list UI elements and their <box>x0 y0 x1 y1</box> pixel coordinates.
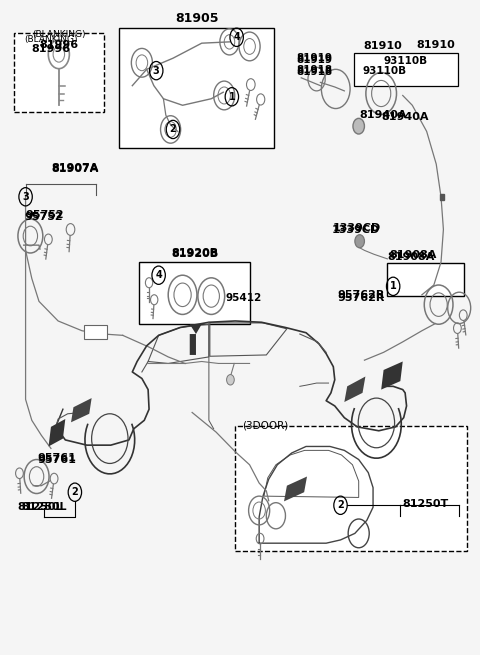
Text: 95762R: 95762R <box>337 290 384 300</box>
Text: 93110B: 93110B <box>362 66 407 76</box>
Text: 95752: 95752 <box>25 210 64 220</box>
Text: 95752: 95752 <box>24 212 63 221</box>
Text: 3: 3 <box>153 66 160 75</box>
Text: 81919: 81919 <box>297 55 333 65</box>
Polygon shape <box>71 398 92 422</box>
Text: 81905: 81905 <box>175 12 219 25</box>
Text: 81940A: 81940A <box>360 109 408 120</box>
Polygon shape <box>344 377 365 402</box>
Bar <box>140 262 250 324</box>
Polygon shape <box>48 419 65 447</box>
Text: (BLANKING): (BLANKING) <box>32 29 85 39</box>
Text: 4: 4 <box>233 32 240 43</box>
Text: 81996: 81996 <box>39 40 78 50</box>
Text: 81918: 81918 <box>297 67 333 77</box>
Text: 1: 1 <box>228 92 235 102</box>
Bar <box>354 53 458 86</box>
Text: 95762R: 95762R <box>337 293 384 303</box>
Text: 4: 4 <box>155 271 162 280</box>
Text: 81920B: 81920B <box>171 249 218 259</box>
Polygon shape <box>381 362 403 390</box>
Text: 81919: 81919 <box>297 53 333 63</box>
Text: (BLANKING): (BLANKING) <box>24 35 78 45</box>
Text: 81918: 81918 <box>297 66 333 75</box>
Text: 81908A: 81908A <box>387 252 435 262</box>
Text: 81250L: 81250L <box>17 502 63 512</box>
Bar <box>235 426 468 551</box>
Text: 81996: 81996 <box>31 45 71 54</box>
Bar <box>387 263 464 296</box>
Bar <box>120 28 275 148</box>
Text: 81910: 81910 <box>417 40 456 50</box>
Text: 93110B: 93110B <box>384 56 428 66</box>
Text: 1339CD: 1339CD <box>332 223 381 233</box>
Text: 81920B: 81920B <box>171 248 218 258</box>
Bar <box>14 33 104 112</box>
Text: 1339CD: 1339CD <box>332 225 380 234</box>
Text: 95761: 95761 <box>38 453 77 464</box>
Text: 81908A: 81908A <box>390 250 437 260</box>
Bar <box>84 325 108 339</box>
Circle shape <box>355 234 364 248</box>
Text: (3DOOR): (3DOOR) <box>242 421 288 431</box>
Text: 2: 2 <box>337 500 344 510</box>
Text: 81910: 81910 <box>363 41 402 51</box>
Text: 81940A: 81940A <box>381 111 429 122</box>
Text: 81250T: 81250T <box>403 499 449 509</box>
Text: 1: 1 <box>390 282 396 291</box>
Text: 81250L: 81250L <box>21 502 67 512</box>
Circle shape <box>227 375 234 385</box>
Text: 81907A: 81907A <box>51 162 98 173</box>
Text: 81907A: 81907A <box>51 164 98 174</box>
Polygon shape <box>284 477 307 501</box>
Text: 95412: 95412 <box>226 293 262 303</box>
Circle shape <box>353 119 364 134</box>
Text: 2: 2 <box>169 124 176 134</box>
Text: 3: 3 <box>22 192 29 202</box>
Bar <box>440 193 444 200</box>
Text: 2: 2 <box>72 487 78 497</box>
Polygon shape <box>190 324 202 355</box>
Text: 95761: 95761 <box>38 455 77 466</box>
